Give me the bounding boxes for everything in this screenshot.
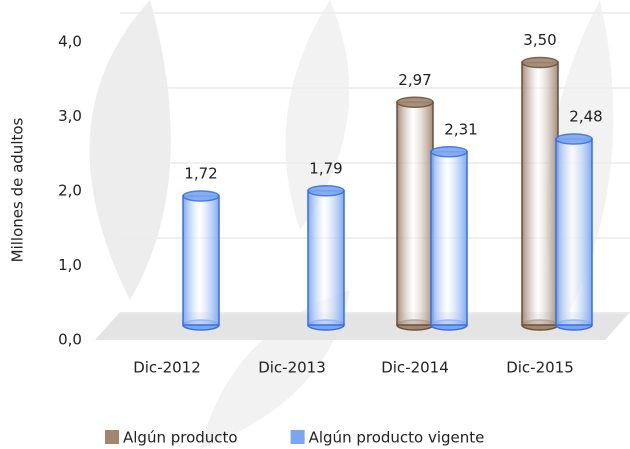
x-tick-label: Dic-2012 [133,359,201,377]
bar [307,190,345,326]
legend-label: Algún producto vigente [309,429,485,447]
legend-label: Algún producto [123,429,238,447]
legend-swatch [290,430,305,444]
bar [396,101,434,326]
x-tick-label: Dic-2013 [258,359,326,377]
bar [555,138,593,326]
y-tick-label: 0,0 [58,331,82,349]
y-tick-label: 4,0 [58,33,82,51]
x-tick-label: Dic-2014 [381,359,449,377]
data-label: 3,50 [523,31,556,49]
cylinder-top [521,56,559,69]
floor [95,312,630,340]
bar [521,61,559,326]
x-tick-label: Dic-2015 [506,359,574,377]
data-label: 2,97 [398,71,431,89]
cylinder-top [430,146,468,158]
y-axis-label: Millones de adultos [9,117,27,262]
cylinder-top [307,185,345,197]
bar [182,195,220,326]
y-tick-label: 1,0 [58,256,82,274]
cylinder-top [182,190,220,202]
cylinder-top [555,133,593,145]
data-label: 2,31 [444,120,477,138]
data-label: 2,48 [569,108,602,126]
y-tick-label: 2,0 [58,182,82,200]
y-tick-label: 3,0 [58,107,82,125]
legend-swatch [105,430,119,444]
cylinder-top [396,96,434,108]
data-label: 1,79 [309,159,342,177]
data-label: 1,72 [184,165,217,183]
bar [430,151,468,326]
